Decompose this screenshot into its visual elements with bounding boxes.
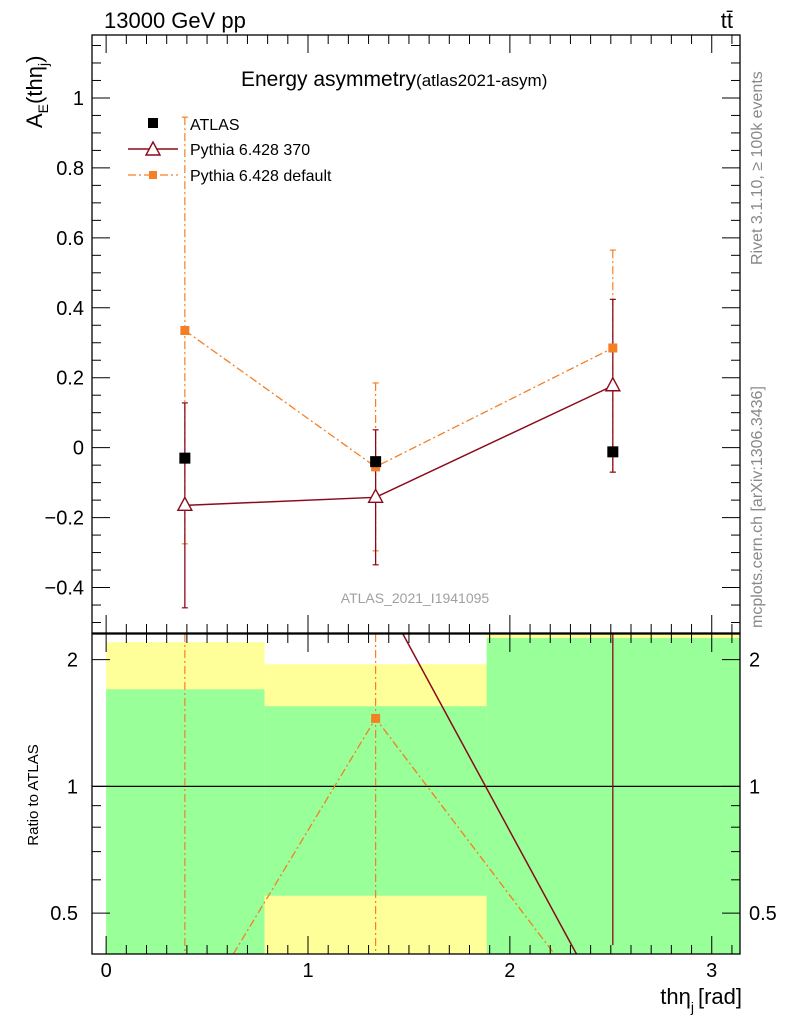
main-ytick-label: −0.2 (45, 508, 84, 530)
series-line-pythia-default (184, 329, 614, 468)
legend-label-pythia-default: Pythia 6.428 default (190, 168, 332, 185)
analysis-watermark: ATLAS_2021_I1941095 (341, 590, 490, 606)
ratio-plot-frame (91, 633, 741, 955)
legend-marker-atlas (148, 118, 158, 128)
marker-atlas-1 (370, 456, 382, 468)
main-ytick-label: 0.8 (56, 158, 84, 180)
main-y-axis-label: AE(thηj) (22, 56, 51, 128)
legend: ATLAS Pythia 6.428 370 Pythia 6.428 defaul… (128, 117, 332, 185)
main-ytick-label: −0.4 (45, 578, 84, 600)
ratio-ytick-label-right: 2 (749, 650, 760, 672)
main-ytick-label: 0.2 (56, 368, 84, 390)
ratio-ytick-label-right: 1 (749, 776, 760, 798)
main-ytick-label: 0.4 (56, 298, 84, 320)
main-plot-title: Energy asymmetry(atlas2021-asym) (241, 68, 547, 91)
main-plot-panel: −0.4 −0.2 0 0.2 0.4 0.6 0.8 1 Energy asymmetry(… (22, 34, 741, 634)
series-line-pythia-370 (184, 385, 614, 507)
ratio-line-pythia-370 (402, 634, 578, 954)
x-axis-label: thηj [rad] (660, 984, 742, 1015)
svg-text:AE(thηj): AE(thηj) (22, 56, 51, 128)
rivet-version-label: Rivet 3.1.10, ≥ 100k events (749, 71, 766, 265)
marker-pythia-370-2 (604, 376, 621, 392)
marker-atlas-2 (607, 446, 619, 458)
ratio-ytick-label-left: 0.5 (50, 903, 78, 925)
legend-label-atlas: ATLAS (190, 117, 240, 134)
energy-label: 13000 GeV pp (104, 8, 246, 33)
ratio-ytick-label-right: 0.5 (749, 903, 777, 925)
legend-marker-pythia-370 (144, 140, 162, 156)
mcplots-label: mcplots.cern.ch [arXiv:1306.3436] (749, 386, 766, 628)
marker-atlas-0 (179, 452, 191, 464)
main-plot-frame (91, 34, 741, 634)
process-label: tt̄ (721, 8, 733, 33)
ratio-ytick-label-left: 1 (67, 776, 78, 798)
main-ytick-label: 0 (73, 438, 84, 460)
ratio-y-axis-label: Ratio to ATLAS (25, 744, 42, 845)
x-tick-label: 0 (101, 960, 112, 982)
legend-marker-pythia-default (149, 171, 157, 179)
ratio-ytick-label-left: 2 (67, 650, 78, 672)
marker-pythia-370-1 (367, 487, 384, 504)
main-ytick-label: 1 (73, 88, 84, 110)
marker-pythia-default-2 (608, 343, 618, 353)
marker-pythia-default-0 (180, 326, 190, 336)
ratio-plot-panel: 0.5 0.5 1 1 2 2 0 1 2 3 Ratio to ATLAS thηj [rad] (25, 633, 777, 1015)
marker-pythia-370-0 (176, 495, 194, 512)
x-tick-label: 2 (504, 960, 515, 982)
x-tick-label: 1 (302, 960, 313, 982)
x-tick-label: 3 (706, 960, 717, 982)
main-ytick-label: 0.6 (56, 228, 84, 250)
legend-label-pythia-370: Pythia 6.428 370 (190, 142, 310, 159)
ratio-marker-pythia-default (371, 713, 381, 723)
